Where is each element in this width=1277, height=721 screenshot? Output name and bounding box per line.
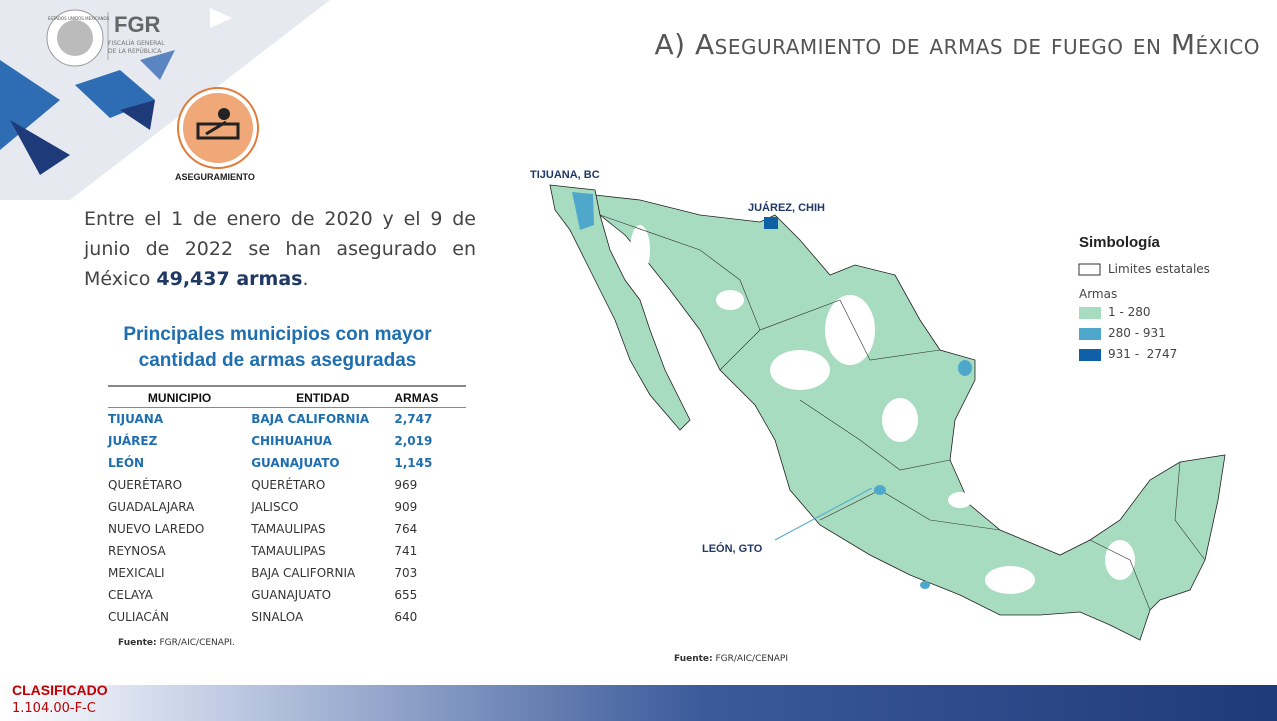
state-boundaries — [599, 214, 1206, 611]
table-cell: 764 — [394, 521, 418, 536]
column-header: MUNICIPIO — [108, 385, 252, 408]
map-label: LEÓN, GTO — [702, 543, 763, 555]
table-cell: TAMAULIPAS — [251, 543, 326, 558]
icon-label: ASEGURAMIENTO — [175, 172, 255, 182]
table-cell: 2,019 — [394, 433, 433, 448]
legend-title: Simbología — [1079, 234, 1160, 251]
reynosa-area — [958, 360, 972, 376]
table-cell: 1,145 — [394, 455, 433, 470]
table-cell: 741 — [394, 543, 418, 558]
table-header: MUNICIPIO ENTIDAD ARMAS — [108, 385, 466, 408]
table-cell: CELAYA — [108, 587, 153, 602]
table-cell: NUEVO LAREDO — [108, 521, 205, 536]
table-cell: JUÁREZ — [108, 433, 158, 448]
juarez-area — [764, 217, 778, 229]
table-row: TIJUANA BAJA CALIFORNIA 2,747 — [108, 408, 466, 431]
org-subtitle: FISCALÍA GENERAL DE LA REPÚBLICA — [108, 40, 188, 56]
legend-boundary-swatch — [1078, 263, 1101, 276]
table-cell: LEÓN — [108, 455, 145, 470]
table-cell: GUANAJUATO — [251, 455, 340, 470]
table-body: TIJUANA BAJA CALIFORNIA 2,747 JUÁREZ CHIHUAH… — [108, 408, 466, 629]
table-row: NUEVO LAREDO TAMAULIPAS 764 — [108, 518, 466, 540]
table-cell: GUADALAJARA — [108, 499, 195, 514]
legend-label: 280 - 931 — [1108, 326, 1166, 340]
table-cell: TIJUANA — [108, 411, 164, 426]
table-row: MEXICALI BAJA CALIFORNIA 703 — [108, 562, 466, 584]
map — [549, 184, 1226, 641]
legend-swatch — [1079, 349, 1101, 361]
legend-swatch — [1079, 328, 1101, 340]
table-cell: QUERÉTARO — [251, 477, 326, 492]
table: MUNICIPIO ENTIDAD ARMAS TIJUANA BAJA CALIFO… — [108, 385, 466, 628]
intro-text: Entre el 1 de enero de 2020 y el 9 de ju… — [84, 204, 476, 294]
org-line: DE LA REPÚBLICA — [108, 48, 162, 55]
table-row: REYNOSA TAMAULIPAS 741 — [108, 540, 466, 562]
baja-california — [549, 184, 691, 431]
table-cell: TAMAULIPAS — [251, 521, 326, 536]
table-cell: REYNOSA — [108, 543, 166, 558]
table-cell: BAJA CALIFORNIA — [251, 565, 356, 580]
legend-label: 1 - 280 — [1108, 305, 1151, 319]
map-source: Fuente: FGR/AIC/CENAPI — [674, 654, 788, 664]
intro-end: . — [302, 268, 309, 290]
map-label: JUÁREZ, CHIH — [748, 202, 826, 214]
label-leader — [774, 487, 873, 541]
table-cell: 909 — [394, 499, 418, 514]
icon — [177, 87, 259, 169]
area — [920, 581, 930, 589]
source-text: FGR/AIC/CENAPI. — [159, 638, 235, 648]
org-name: FGR — [114, 12, 161, 37]
header-decoration — [0, 0, 330, 200]
footer-bar — [0, 685, 1277, 721]
table-cell: JALISCO — [251, 499, 299, 514]
table-cell: 2,747 — [394, 411, 433, 426]
map-label: TIJUANA, BC — [530, 169, 600, 181]
column-header: ENTIDAD — [251, 385, 395, 408]
tijuana-area — [572, 192, 594, 230]
source-text: FGR/AIC/CENAPI — [715, 654, 789, 664]
table-cell: 640 — [394, 609, 418, 624]
leon-area — [874, 485, 886, 495]
legend-boundary: Limites estatales — [1108, 262, 1210, 276]
table-cell: CULIACÁN — [108, 609, 169, 624]
table-source: Fuente: FGR/AIC/CENAPI. — [118, 638, 235, 648]
source-label: Fuente: — [674, 654, 713, 664]
table-title: Principales municipios con mayor cantida… — [123, 324, 432, 371]
table-row: CULIACÁN SINALOA 640 — [108, 606, 466, 628]
legend-swatch — [1079, 307, 1101, 319]
table-cell: 703 — [394, 565, 418, 580]
table-row: QUERÉTARO QUERÉTARO 969 — [108, 474, 466, 496]
source-label: Fuente: — [118, 638, 157, 648]
table-cell: 655 — [394, 587, 418, 602]
table-row: JUÁREZ CHIHUAHUA 2,019 — [108, 430, 466, 452]
no-data-areas — [630, 225, 1135, 594]
table-cell: SINALOA — [251, 609, 304, 624]
table-cell: MEXICALI — [108, 565, 165, 580]
intro-highlight: 49,437 armas — [156, 268, 303, 290]
column-header: ARMAS — [394, 385, 466, 408]
table-row: LEÓN GUANAJUATO 1,145 — [108, 452, 466, 474]
table-cell: BAJA CALIFORNIA — [251, 411, 370, 426]
table-cell: QUERÉTARO — [108, 477, 183, 492]
table-cell: 969 — [394, 477, 418, 492]
intro-body: Entre el 1 de enero de 2020 y el 9 de ju… — [84, 208, 476, 290]
legend-group: Armas — [1079, 287, 1118, 301]
table-row: CELAYA GUANAJUATO 655 — [108, 584, 466, 606]
seal-text: ESTADOS UNIDOS MEXICANOS — [48, 16, 110, 21]
legend-label: 931 - 2747 — [1108, 347, 1178, 361]
document-code: 1.104.00-F-C — [12, 701, 96, 716]
slide-title: A) Aseguramiento de armas de fuego en Mé… — [654, 28, 1260, 61]
table-cell: CHIHUAHUA — [251, 433, 332, 448]
classification: CLASIFICADO — [12, 682, 108, 698]
org-line: FISCALÍA GENERAL — [108, 40, 165, 47]
table-row: GUADALAJARA JALISCO 909 — [108, 496, 466, 518]
table-cell: GUANAJUATO — [251, 587, 332, 602]
